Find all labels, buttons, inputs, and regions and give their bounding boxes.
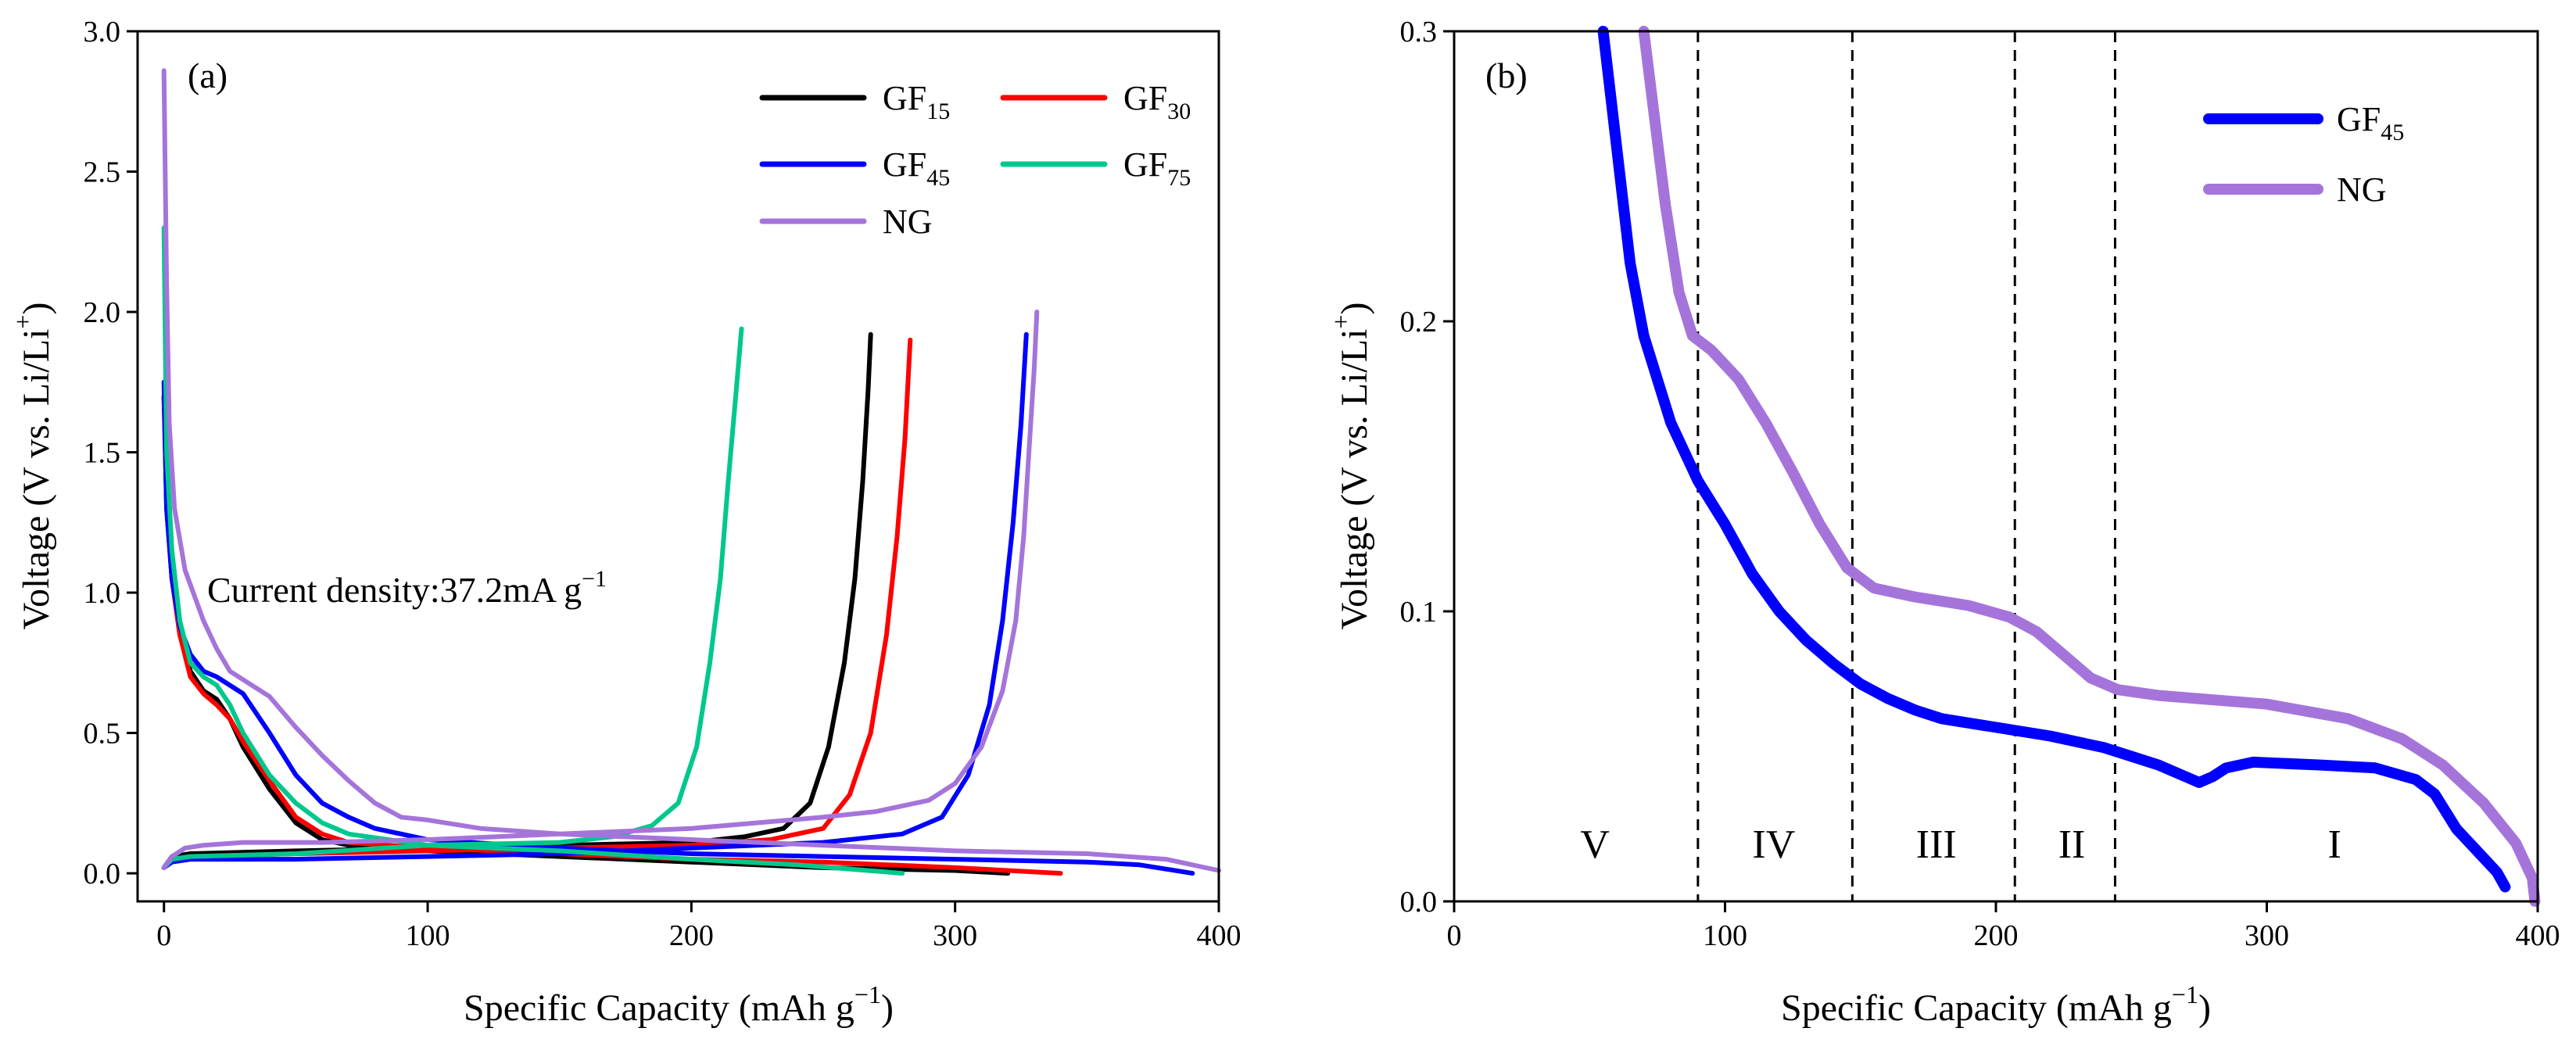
panel-a-frame — [136, 30, 1220, 903]
panel-a-ytick-label: 2.5 — [84, 156, 121, 189]
panel-a-xlabel-sup: −1 — [854, 980, 881, 1008]
legend-a-ng-label: NG — [883, 202, 933, 241]
legend-b-ng-name: NG — [2337, 170, 2387, 209]
panel-b-ytick-label: 0.2 — [1400, 306, 1438, 339]
series-ng-discharge-line — [161, 68, 1221, 873]
panel-a-ytick-label: 2.0 — [84, 296, 121, 329]
panel-b-label: (b) — [1485, 56, 1528, 95]
panel-b-xtick-label: 400 — [2516, 919, 2560, 952]
legend-b-gf45-name: GF — [2337, 100, 2381, 138]
panel-b-ylabel: Voltage (V vs. Li/Li+) — [1327, 303, 1375, 630]
region-label-iv: IV — [1752, 822, 1795, 867]
panel-b-xtick-label: 300 — [2245, 919, 2289, 952]
panel-a-xlabel-text: Specific Capacity (mAh g — [464, 987, 854, 1029]
panel-a-ytick-label: 0.0 — [84, 858, 121, 890]
legend-a-gf30-name: GF — [1123, 79, 1167, 117]
panel-b-ylabel-sup: + — [1327, 315, 1355, 329]
panel-b-plot-area: V IV III II I — [1580, 26, 2541, 907]
panel-a-ylabel-text: Voltage (V vs. Li/Li — [16, 329, 57, 630]
panel-a-ylabel-close: ) — [16, 303, 57, 315]
series-gf15-charge-line — [161, 331, 873, 870]
panel-b-xtick-label: 200 — [1974, 919, 2019, 952]
panel-a-xtick-label: 200 — [669, 919, 714, 952]
series-ng-charge-line — [161, 310, 1040, 870]
panel-b-legend: GF45 NG — [2203, 100, 2404, 209]
legend-a-gf75-subscript: 75 — [1167, 165, 1191, 191]
series-gf15-discharge-line — [161, 393, 1011, 876]
legend-b-gf45-label: GF45 — [2337, 100, 2404, 145]
panel-a-ticks: 0 100 200 300 400 0.0 0.5 1.0 1.5 2.0 2.5 3.0 — [84, 16, 1241, 952]
region-label-iii: III — [1916, 822, 1957, 867]
legend-b-ng-label: NG — [2337, 170, 2387, 209]
panel-a-ytick-label: 1.0 — [84, 577, 121, 610]
panel-b-ylabel-close: ) — [1334, 303, 1375, 315]
series-gf75-charge-line — [161, 326, 744, 870]
panel-b-xtick-label: 0 — [1447, 919, 1462, 952]
panel-a-ytick-label: 1.5 — [84, 437, 121, 470]
series-b-gf45-line — [1597, 26, 2511, 893]
panel-b-ticks: 0 100 200 300 400 0.0 0.1 0.2 0.3 — [1400, 16, 2560, 952]
annotation-superscript: −1 — [582, 566, 607, 592]
series-b-ng-line — [1638, 26, 2541, 907]
series-gf75-discharge-line — [161, 225, 905, 876]
legend-a-gf15-name: GF — [883, 79, 926, 117]
panel-b-ylabel-text: Voltage (V vs. Li/Li — [1334, 329, 1375, 630]
legend-a-gf30-label: GF30 — [1123, 79, 1191, 124]
panel-a-xtick-label: 300 — [933, 919, 977, 952]
panel-a: 0 100 200 300 400 0.0 0.5 1.0 1.5 2.0 2.5 3.0 (a) C… — [9, 16, 1241, 1029]
legend-a-gf45-label: GF45 — [883, 145, 950, 191]
legend-a-gf75-name: GF — [1123, 145, 1167, 184]
panel-b-xlabel-text: Specific Capacity (mAh g — [1781, 987, 2172, 1029]
panel-a-xtick-label: 0 — [156, 919, 171, 952]
panel-a-ytick-label: 0.5 — [84, 718, 121, 750]
panel-a-xtick-label: 100 — [406, 919, 450, 952]
panel-b-xlabel-close: ) — [2198, 987, 2211, 1029]
panel-a-xlabel-close: ) — [881, 987, 894, 1029]
panel-b-ytick-label: 0.0 — [1400, 886, 1438, 919]
legend-a-gf15-label: GF15 — [883, 79, 950, 124]
panel-b-xlabel: Specific Capacity (mAh g−1) — [1781, 980, 2211, 1029]
panel-a-xlabel: Specific Capacity (mAh g−1) — [464, 980, 894, 1029]
legend-a-gf15-subscript: 15 — [926, 99, 950, 124]
panel-b-ytick-label: 0.3 — [1400, 16, 1438, 48]
panel-b-xlabel-sup: −1 — [2172, 980, 2198, 1008]
region-label-v: V — [1580, 822, 1610, 867]
panel-b-ytick-label: 0.1 — [1400, 596, 1438, 629]
panel-a-ylabel-sup: + — [9, 315, 37, 329]
legend-a-ng-name: NG — [883, 202, 933, 241]
panel-a-xtick-label: 400 — [1197, 919, 1241, 952]
annotation-text: Current density:37.2mA g — [207, 570, 582, 610]
legend-b-gf45-subscript: 45 — [2381, 120, 2404, 145]
region-label-ii: II — [2058, 822, 2086, 867]
legend-a-gf75-label: GF75 — [1123, 145, 1191, 191]
panel-a-annotation: Current density:37.2mA g−1 — [207, 566, 607, 610]
panel-a-ytick-label: 3.0 — [84, 16, 121, 48]
panel-a-label: (a) — [188, 56, 228, 95]
legend-a-gf30-subscript: 30 — [1167, 99, 1191, 124]
legend-a-gf45-subscript: 45 — [926, 165, 950, 191]
panel-a-ylabel: Voltage (V vs. Li/Li+) — [9, 303, 57, 630]
region-label-i: I — [2327, 822, 2341, 867]
legend-a-gf45-name: GF — [883, 145, 926, 184]
series-gf45-charge-line — [161, 331, 1029, 870]
panel-b-xtick-label: 100 — [1703, 919, 1747, 952]
panel-a-plot-area — [161, 68, 1221, 876]
